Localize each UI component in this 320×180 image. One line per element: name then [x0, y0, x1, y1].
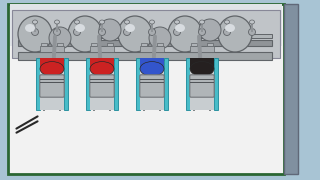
Bar — [176, 22, 178, 32]
Bar — [40, 82, 64, 83]
Ellipse shape — [225, 24, 235, 32]
Ellipse shape — [140, 62, 164, 76]
Bar — [90, 78, 114, 80]
Bar — [284, 4, 298, 174]
Bar — [191, 43, 197, 46]
FancyBboxPatch shape — [90, 75, 114, 97]
Ellipse shape — [225, 20, 229, 24]
Ellipse shape — [173, 28, 180, 35]
Ellipse shape — [218, 16, 252, 52]
Bar — [107, 43, 113, 46]
Ellipse shape — [174, 20, 180, 24]
Ellipse shape — [118, 16, 152, 52]
Ellipse shape — [168, 16, 202, 52]
Ellipse shape — [100, 20, 105, 24]
Bar — [101, 22, 103, 32]
Ellipse shape — [249, 28, 255, 35]
Bar — [90, 82, 114, 83]
Bar — [207, 43, 213, 46]
Bar — [126, 22, 128, 32]
Ellipse shape — [25, 24, 35, 32]
Ellipse shape — [148, 28, 156, 35]
Bar — [140, 78, 164, 80]
Bar — [91, 43, 97, 46]
Bar — [18, 34, 272, 38]
Ellipse shape — [124, 28, 131, 35]
Bar — [90, 46, 114, 52]
Bar — [86, 58, 90, 110]
Ellipse shape — [68, 16, 102, 52]
Bar — [8, 4, 284, 174]
Bar — [190, 78, 214, 80]
Bar — [56, 22, 58, 32]
Ellipse shape — [125, 24, 135, 32]
FancyBboxPatch shape — [40, 75, 64, 97]
Bar — [186, 58, 190, 110]
Ellipse shape — [149, 20, 155, 24]
Bar — [76, 22, 78, 32]
Ellipse shape — [223, 28, 230, 35]
FancyBboxPatch shape — [140, 75, 164, 97]
Bar — [157, 43, 163, 46]
Ellipse shape — [149, 27, 171, 49]
Bar — [90, 58, 114, 69]
Ellipse shape — [190, 62, 214, 76]
Bar — [201, 22, 203, 32]
Ellipse shape — [198, 28, 205, 35]
Ellipse shape — [199, 20, 204, 24]
Bar — [140, 58, 164, 69]
Ellipse shape — [75, 24, 85, 32]
Bar — [18, 40, 272, 46]
Ellipse shape — [54, 20, 60, 24]
Bar — [190, 82, 214, 83]
Bar — [190, 58, 214, 69]
Ellipse shape — [18, 16, 52, 52]
Bar — [140, 46, 164, 52]
Ellipse shape — [53, 28, 60, 35]
Bar — [114, 58, 118, 110]
Bar — [41, 43, 47, 46]
Ellipse shape — [40, 62, 64, 76]
Bar — [214, 58, 218, 110]
Bar — [226, 22, 228, 32]
Bar — [57, 43, 63, 46]
Ellipse shape — [31, 28, 38, 35]
Bar — [140, 58, 164, 110]
Ellipse shape — [250, 20, 254, 24]
Bar — [40, 58, 64, 110]
Ellipse shape — [99, 19, 121, 41]
Bar — [164, 58, 168, 110]
Bar — [140, 82, 164, 83]
Bar — [136, 58, 140, 110]
Ellipse shape — [74, 28, 81, 35]
Bar — [190, 58, 214, 110]
Ellipse shape — [99, 28, 106, 35]
Ellipse shape — [90, 62, 114, 76]
Ellipse shape — [175, 24, 185, 32]
Bar — [18, 52, 272, 60]
Ellipse shape — [33, 20, 37, 24]
Bar — [90, 58, 114, 110]
Ellipse shape — [199, 19, 221, 41]
Bar — [64, 58, 68, 110]
Bar — [36, 58, 40, 110]
FancyBboxPatch shape — [190, 75, 214, 97]
Bar — [34, 22, 36, 32]
Ellipse shape — [49, 27, 71, 49]
Ellipse shape — [75, 20, 79, 24]
Ellipse shape — [124, 20, 130, 24]
Bar — [141, 43, 147, 46]
Bar — [251, 22, 253, 32]
Bar — [40, 58, 64, 69]
Bar — [40, 78, 64, 80]
Bar — [190, 46, 214, 52]
Bar — [12, 10, 280, 58]
Bar — [10, 4, 282, 46]
Bar — [151, 22, 153, 32]
Bar — [40, 46, 64, 52]
